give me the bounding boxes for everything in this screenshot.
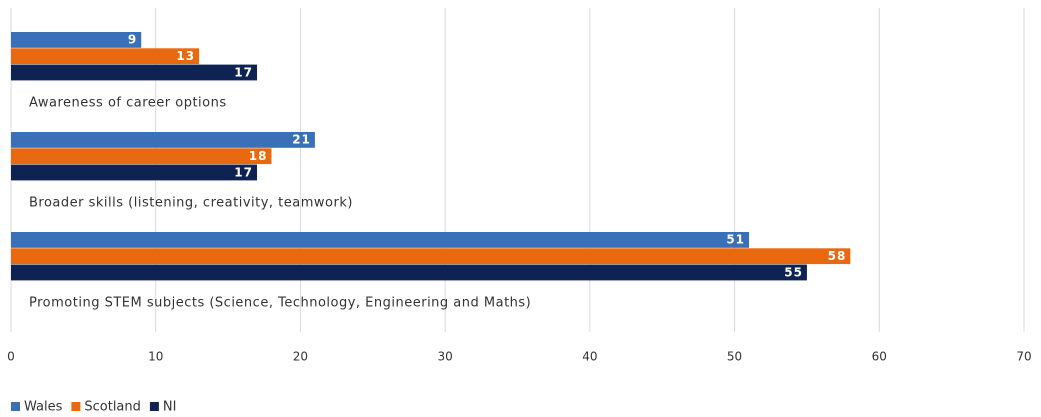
bar (11, 248, 851, 265)
bar (11, 264, 807, 281)
bar (11, 64, 258, 81)
x-tick-label: 40 (582, 350, 597, 364)
bar (11, 148, 272, 165)
value-label: 51 (726, 233, 745, 247)
x-tick-label: 70 (1016, 350, 1031, 364)
legend-swatch (71, 402, 81, 411)
value-label: 58 (828, 249, 847, 263)
value-label: 21 (292, 133, 311, 147)
x-tick-label: 10 (148, 350, 163, 364)
category-label: Promoting STEM subjects (Science, Techno… (29, 296, 531, 311)
x-tick-label: 50 (727, 350, 742, 364)
bar (11, 132, 315, 148)
value-label: 17 (234, 65, 253, 79)
legend-swatch (11, 402, 20, 411)
bar (11, 32, 142, 48)
legend-swatch (149, 402, 159, 411)
bar (11, 232, 750, 248)
legend-label: Wales (24, 400, 63, 415)
bar (11, 164, 258, 181)
value-label: 9 (128, 33, 137, 47)
value-label: 18 (249, 149, 268, 163)
category-label: Broader skills (listening, creativity, t… (29, 196, 353, 211)
value-label: 17 (234, 165, 253, 179)
x-tick-label: 0 (7, 350, 15, 364)
value-label: 13 (176, 49, 195, 63)
category-label: Awareness of career options (29, 96, 227, 111)
x-tick-label: 20 (293, 350, 308, 364)
x-tick-label: 30 (438, 350, 453, 364)
legend-label: Scotland (84, 400, 141, 415)
legend-label: NI (163, 400, 177, 415)
x-tick-label: 60 (872, 350, 887, 364)
value-label: 55 (784, 265, 803, 279)
bar (11, 48, 200, 65)
